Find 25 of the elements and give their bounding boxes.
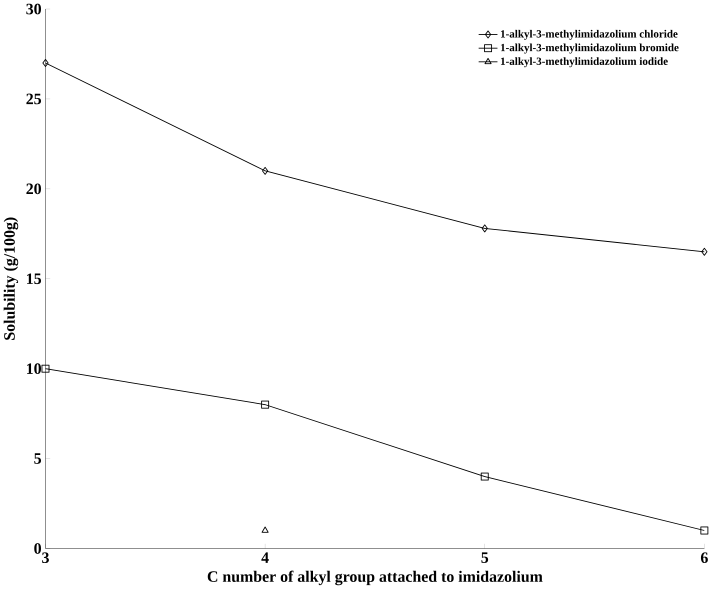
x-tick-label: 3 xyxy=(42,552,49,564)
point xyxy=(480,472,489,481)
y-tick-label: 15 xyxy=(27,273,42,284)
x-tick-label: 5 xyxy=(481,552,488,563)
y-tick-label: 25 xyxy=(26,94,42,104)
y-tick-label: 0 xyxy=(34,543,41,554)
point xyxy=(482,224,488,232)
x-tick-label: 6 xyxy=(700,552,708,564)
point xyxy=(42,59,49,67)
point xyxy=(700,526,708,535)
y-tick-label: 5 xyxy=(34,453,42,464)
legend-label: 1-alkyl-3-methylimidazolium chloride xyxy=(500,30,678,40)
y-tick-label: 10 xyxy=(27,363,41,374)
x-axis-title: C number of alkyl group attached to imidazolium xyxy=(208,570,543,586)
y-tick-label: 30 xyxy=(26,4,41,14)
y-axis-title: Solubility (g/100g) xyxy=(4,218,18,340)
legend-label: 1-alkyl-3-methylimidazolium bromide xyxy=(500,44,679,54)
legend-label: 1-alkyl-3-methylimidazolium iodide xyxy=(500,57,668,68)
y-tick-label: 20 xyxy=(26,184,41,194)
point xyxy=(42,364,50,373)
point xyxy=(701,248,708,256)
point xyxy=(262,166,268,175)
x-tick-label: 4 xyxy=(261,552,269,563)
point xyxy=(262,526,269,533)
point xyxy=(261,400,270,409)
